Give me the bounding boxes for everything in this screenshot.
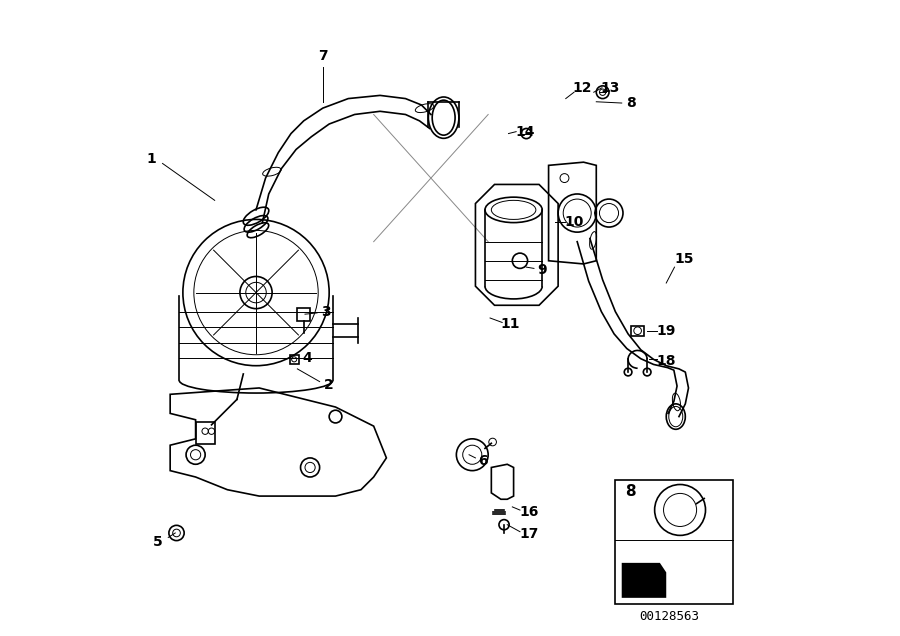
Text: 1: 1 [146,152,156,166]
Text: 7: 7 [318,49,328,63]
Text: 10: 10 [564,215,584,229]
Text: 3: 3 [321,305,331,319]
Bar [616,480,733,604]
Text: 19: 19 [657,324,676,338]
Text: 6: 6 [478,454,488,468]
Text: 16: 16 [520,505,539,519]
Text: 4: 4 [302,351,311,365]
Text: 13: 13 [600,81,620,95]
Polygon shape [622,563,666,598]
Text: 14: 14 [516,125,535,139]
Text: 5: 5 [153,535,162,549]
Text: 00128563: 00128563 [639,611,699,623]
Text: 9: 9 [537,263,547,277]
Text: 8: 8 [625,484,635,499]
Text: 12: 12 [572,81,592,95]
Text: 18: 18 [656,354,676,368]
Text: 11: 11 [500,317,520,331]
Text: 17: 17 [520,527,539,541]
Text: 15: 15 [674,252,694,266]
Text: 2: 2 [324,378,334,392]
Text: 8: 8 [626,96,636,110]
